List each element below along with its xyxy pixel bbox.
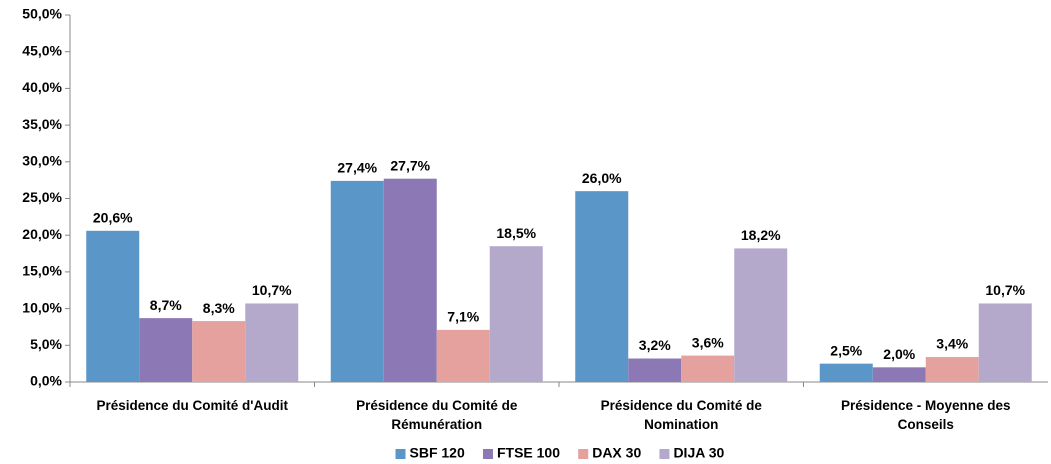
legend-label: SBF 120 [410,445,465,461]
bar [872,367,926,382]
bar [192,321,246,382]
bar [436,329,490,382]
y-tick-label: 30,0% [22,153,62,169]
data-label: 3,6% [692,334,724,350]
legend-label: FTSE 100 [497,445,560,461]
y-tick-label: 50,0% [22,6,62,22]
legend-swatch [482,449,493,459]
bar [330,180,384,382]
data-label: 18,2% [741,227,781,243]
bar [86,230,140,382]
bar [628,358,682,382]
data-label: 2,0% [883,346,915,362]
y-tick-label: 40,0% [22,79,62,95]
bar [383,178,437,382]
x-tick-label: Présidence - Moyenne des Conseils [841,398,1011,432]
bar [681,355,735,382]
y-tick-label: 45,0% [22,42,62,58]
data-label: 26,0% [582,170,622,186]
data-label: 27,4% [337,160,377,176]
data-label: 8,3% [203,300,235,316]
x-tick-label: Présidence du Comité d'Audit [97,398,289,413]
data-label: 20,6% [93,209,133,225]
y-tick-label: 35,0% [22,116,62,132]
data-label: 7,1% [447,309,479,325]
legend-swatch [578,449,589,459]
bar [575,191,629,382]
legend-item: FTSE 100 [482,445,560,461]
legend-swatch [395,449,406,459]
y-tick-label: 5,0% [30,336,62,352]
bar [489,246,543,382]
y-tick-label: 0,0% [30,373,62,389]
data-label: 27,7% [390,157,430,173]
data-label: 2,5% [830,342,862,358]
data-label: 10,7% [252,282,292,298]
legend-item: DIJA 30 [659,445,724,461]
data-label: 18,5% [496,225,536,241]
y-tick-label: 10,0% [22,299,62,315]
y-tick-label: 25,0% [22,189,62,205]
bar [245,303,299,382]
legend-label: DIJA 30 [673,445,724,461]
x-tick-label: Présidence du Comité de Rémunération [356,398,518,432]
legend-label: DAX 30 [592,445,641,461]
bar [978,303,1032,382]
data-label: 3,2% [639,337,671,353]
legend-swatch [659,449,670,459]
x-tick-label: Présidence du Comité de Nomination [601,398,763,432]
legend-item: DAX 30 [578,445,641,461]
y-tick-label: 15,0% [22,263,62,279]
data-label: 8,7% [150,297,182,313]
bar [925,357,979,382]
bar [819,363,873,382]
legend-item: SBF 120 [395,445,465,461]
bar [734,248,788,382]
data-label: 10,7% [985,282,1025,298]
data-label: 3,4% [936,336,968,352]
bar [139,318,193,382]
y-tick-label: 20,0% [22,226,62,242]
